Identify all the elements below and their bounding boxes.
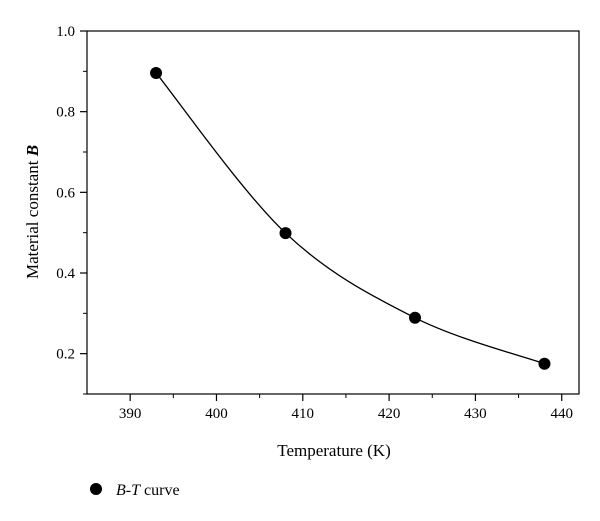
x-tick-label: 390	[119, 406, 142, 422]
legend-marker	[90, 483, 102, 495]
data-point	[150, 66, 163, 79]
y-axis-title: Material constant B	[23, 145, 42, 279]
legend-label-var1: B	[116, 482, 126, 499]
x-tick-label: 430	[464, 406, 487, 422]
y-axis-title-text: Material constant	[23, 156, 42, 279]
x-tick-label: 420	[378, 406, 401, 422]
legend-label: B-T curve	[116, 482, 180, 499]
plot-frame	[86, 30, 580, 395]
x-tick-label: 440	[550, 406, 573, 422]
legend-label-suffix: curve	[140, 482, 180, 499]
y-axis-title-variable: B	[23, 145, 42, 157]
legend-label-sep: -	[126, 482, 131, 499]
legend: B-T curve	[90, 482, 180, 499]
y-tick-label: 0.8	[56, 105, 75, 121]
y-tick-label: 0.2	[56, 347, 75, 363]
data-points	[150, 66, 551, 370]
x-tick-label: 410	[292, 406, 315, 422]
fit-curve	[155, 72, 545, 365]
y-tick-label: 0.4	[56, 266, 75, 282]
x-axis-ticks: 390 400 410 420 430 440	[119, 394, 573, 422]
data-point	[538, 357, 551, 370]
y-tick-label: 0.6	[56, 185, 75, 201]
data-point	[409, 311, 421, 324]
data-point	[279, 227, 292, 240]
y-axis-ticks: 0.2 0.4 0.6 0.8 1.0	[56, 24, 87, 395]
x-axis-title: Temperature (K)	[277, 441, 391, 460]
y-tick-label: 1.0	[56, 24, 75, 40]
x-tick-label: 400	[205, 406, 228, 422]
legend-label-var2: T	[131, 482, 141, 499]
